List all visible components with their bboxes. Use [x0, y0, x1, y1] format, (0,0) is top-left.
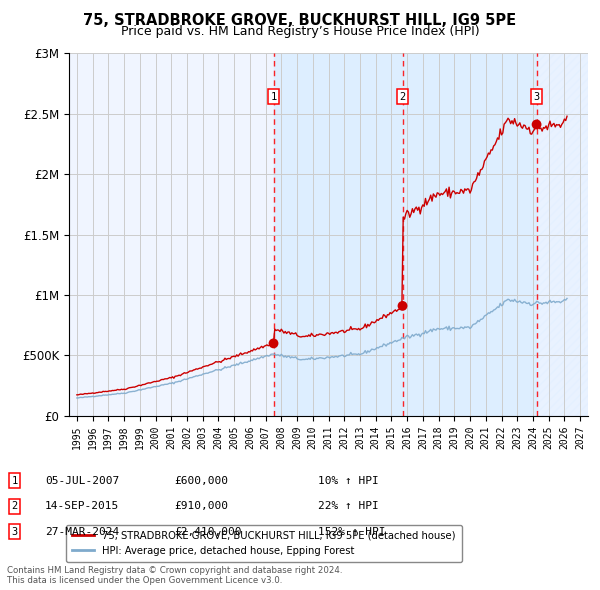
Text: £2,410,000: £2,410,000 [174, 527, 241, 536]
Text: 10% ↑ HPI: 10% ↑ HPI [318, 476, 379, 486]
Text: 27-MAR-2024: 27-MAR-2024 [45, 527, 119, 536]
Point [398, 301, 407, 310]
Text: 152% ↑ HPI: 152% ↑ HPI [318, 527, 386, 536]
Text: 3: 3 [11, 527, 17, 536]
Bar [69, 53, 274, 416]
Text: Contains HM Land Registry data © Crown copyright and database right 2024.
This d: Contains HM Land Registry data © Crown c… [7, 566, 343, 585]
Text: Price paid vs. HM Land Registry’s House Price Index (HPI): Price paid vs. HM Land Registry’s House … [121, 25, 479, 38]
Point [532, 120, 541, 129]
Text: 1: 1 [11, 476, 17, 486]
Text: 14-SEP-2015: 14-SEP-2015 [45, 502, 119, 511]
Point [269, 339, 278, 348]
Bar [274, 53, 403, 416]
Legend: 75, STRADBROKE GROVE, BUCKHURST HILL, IG9 5PE (detached house), HPI: Average pri: 75, STRADBROKE GROVE, BUCKHURST HILL, IG… [67, 525, 462, 562]
Text: 3: 3 [533, 91, 539, 101]
Text: 75, STRADBROKE GROVE, BUCKHURST HILL, IG9 5PE: 75, STRADBROKE GROVE, BUCKHURST HILL, IG… [83, 13, 517, 28]
Bar [403, 53, 536, 416]
Bar [536, 53, 588, 416]
Text: £600,000: £600,000 [174, 476, 228, 486]
Text: 2: 2 [400, 91, 406, 101]
Text: 1: 1 [271, 91, 277, 101]
Text: 22% ↑ HPI: 22% ↑ HPI [318, 502, 379, 511]
Text: 2: 2 [11, 502, 17, 511]
Text: 05-JUL-2007: 05-JUL-2007 [45, 476, 119, 486]
Text: £910,000: £910,000 [174, 502, 228, 511]
